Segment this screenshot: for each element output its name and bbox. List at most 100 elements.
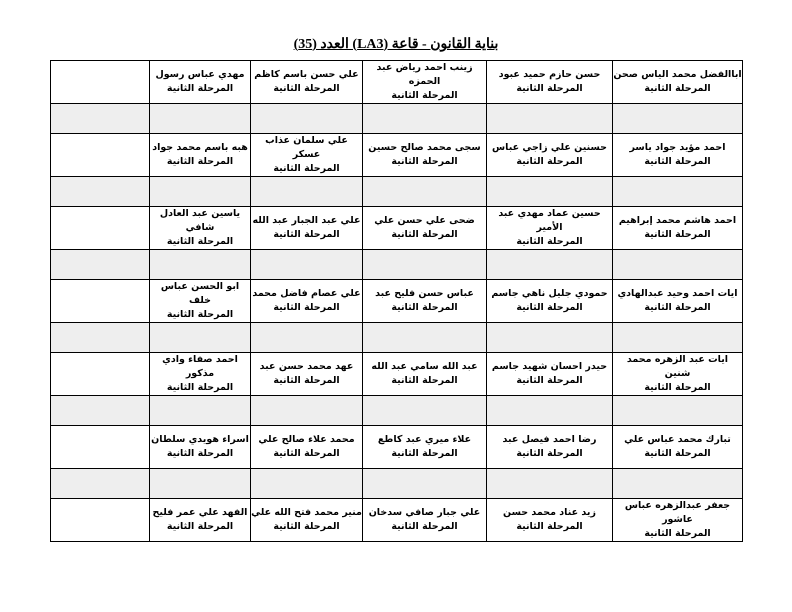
student-row: تبارك محمد عباس علي المرحلة الثانية رضا اح… <box>50 425 743 469</box>
spacer-cell <box>612 176 743 207</box>
student-stage: المرحلة الثانية <box>391 229 458 240</box>
student-stage: المرحلة الثانية <box>644 83 711 94</box>
student-cell: عهد محمد حسن عبد المرحلة الثانية <box>250 352 363 396</box>
student-name: ضحى علي حسن علي <box>374 215 475 226</box>
spacer-cell <box>149 322 251 353</box>
student-cell: ايات احمد وحيد عبدالهادي المرحلة الثانية <box>612 279 743 323</box>
student-stage: المرحلة الثانية <box>273 83 340 94</box>
student-cell: عبد الله سامي عبد الله المرحلة الثانية <box>362 352 487 396</box>
student-stage: المرحلة الثانية <box>273 448 340 459</box>
student-name: علي عصام فاضل محمد <box>252 288 361 299</box>
spacer-cell <box>149 249 251 280</box>
spacer-cell <box>50 249 150 280</box>
student-stage: المرحلة الثانية <box>516 156 583 167</box>
student-stage: المرحلة الثانية <box>166 83 234 94</box>
seating-table: اباالفضل محمد الياس صحن المرحلة الثانية حس… <box>50 60 743 542</box>
student-stage: المرحلة الثانية <box>644 156 711 167</box>
student-cell: ضحى علي حسن علي المرحلة الثانية <box>362 206 487 250</box>
student-cell: ابو الحسن عباس خلف المرحلة الثانية <box>149 279 251 323</box>
student-cell: منير محمد فتح الله علي المرحلة الثانية <box>250 498 363 542</box>
student-name: عباس حسن فليح عبد <box>375 288 474 299</box>
student-cell: ياسين عبد العادل شافي المرحلة الثانية <box>149 206 251 250</box>
student-stage: المرحلة الثانية <box>516 302 583 313</box>
student-cell: حمودي جليل ناهي جاسم المرحلة الثانية <box>486 279 613 323</box>
spacer-row <box>50 103 743 134</box>
spacer-cell <box>362 249 487 280</box>
student-cell: هبه باسم محمد جواد المرحلة الثانية <box>149 133 251 177</box>
student-name: ايات احمد وحيد عبدالهادي <box>617 288 738 299</box>
spacer-cell <box>250 468 363 499</box>
spacer-cell <box>486 395 613 426</box>
student-name: علي حسن باسم كاظم <box>254 69 359 80</box>
student-name: سجى محمد صالح حسين <box>368 142 481 153</box>
student-name: حسن حازم حميد عبود <box>498 69 601 80</box>
student-stage: المرحلة الثانية <box>516 236 583 247</box>
spacer-cell <box>612 103 743 134</box>
student-name: اباالفضل محمد الياس صحن <box>613 69 742 80</box>
spacer-cell <box>362 322 487 353</box>
student-cell: علاء ميري عبد كاطع المرحلة الثانية <box>362 425 487 469</box>
student-row: ايات عبد الزهره محمد شنين المرحلة الثانية… <box>50 352 743 396</box>
student-stage: المرحلة الثانية <box>644 448 711 459</box>
spacer-cell <box>250 249 363 280</box>
spacer-cell <box>50 103 150 134</box>
student-stage: المرحلة الثانية <box>644 528 711 539</box>
student-name: عهد محمد حسن عبد <box>259 361 354 372</box>
student-row: جعفر عبدالزهره عباس عاشور المرحلة الثانية… <box>50 498 743 542</box>
student-cell: ايات عبد الزهره محمد شنين المرحلة الثانية <box>612 352 743 396</box>
student-cell: رضا احمد فيصل عبد المرحلة الثانية <box>486 425 613 469</box>
student-cell: جعفر عبدالزهره عباس عاشور المرحلة الثانية <box>612 498 743 542</box>
spacer-cell <box>149 395 251 426</box>
student-name: حسين عماد مهدي عبد الأمير <box>498 208 601 233</box>
student-stage: المرحلة الثانية <box>273 229 340 240</box>
student-cell: زيد عناد محمد حسن المرحلة الثانية <box>486 498 613 542</box>
student-name: علي سلمان عذاب عسكر <box>265 135 348 160</box>
student-stage: المرحلة الثانية <box>166 521 234 532</box>
spacer-row <box>50 395 743 426</box>
student-name: ابو الحسن عباس خلف <box>160 281 240 306</box>
student-stage: المرحلة الثانية <box>644 229 711 240</box>
empty-cell <box>50 60 150 104</box>
student-stage: المرحلة الثانية <box>273 521 340 532</box>
student-name: تبارك محمد عباس علي <box>624 434 731 445</box>
student-stage: المرحلة الثانية <box>166 382 234 393</box>
spacer-cell <box>50 176 150 207</box>
spacer-cell <box>149 176 251 207</box>
student-cell: زينب احمد رياض عبد الحمزه المرحلة الثانية <box>362 60 487 104</box>
student-cell: سجى محمد صالح حسين المرحلة الثانية <box>362 133 487 177</box>
spacer-cell <box>50 322 150 353</box>
student-stage: المرحلة الثانية <box>644 302 711 313</box>
empty-cell <box>50 498 150 542</box>
student-cell: تبارك محمد عباس علي المرحلة الثانية <box>612 425 743 469</box>
student-cell: اباالفضل محمد الياس صحن المرحلة الثانية <box>612 60 743 104</box>
student-stage: المرحلة الثانية <box>391 302 458 313</box>
student-name: احمد صفاء وادي مذكور <box>162 354 238 379</box>
student-stage: المرحلة الثانية <box>166 309 234 320</box>
spacer-cell <box>486 249 613 280</box>
student-name: هبه باسم محمد جواد <box>152 142 248 153</box>
spacer-cell <box>250 103 363 134</box>
student-cell: احمد مؤيد جواد ياسر المرحلة الثانية <box>612 133 743 177</box>
student-name: مهدي عباس رسول <box>155 69 245 80</box>
page-title: بناية القانون - قاعة (LA3) العدد (35) <box>293 37 499 52</box>
spacer-row <box>50 176 743 207</box>
student-stage: المرحلة الثانية <box>273 302 340 313</box>
student-cell: اسراء هويدي سلطان المرحلة الثانية <box>149 425 251 469</box>
spacer-cell <box>486 322 613 353</box>
spacer-row <box>50 249 743 280</box>
spacer-cell <box>149 468 251 499</box>
spacer-cell <box>612 395 743 426</box>
student-cell: علي عبد الجبار عبد الله المرحلة الثانية <box>250 206 363 250</box>
student-cell: علي جبار صافي سدخان المرحلة الثانية <box>362 498 487 542</box>
spacer-cell <box>250 176 363 207</box>
student-cell: حيدر احسان شهيد جاسم المرحلة الثانية <box>486 352 613 396</box>
student-name: حمودي جليل ناهي جاسم <box>491 288 608 299</box>
student-stage: المرحلة الثانية <box>166 236 234 247</box>
student-name: حيدر احسان شهيد جاسم <box>491 361 608 372</box>
student-row: احمد مؤيد جواد ياسر المرحلة الثانية حسنين … <box>50 133 743 177</box>
student-name: حسنين علي زاجي عباس <box>492 142 607 153</box>
spacer-cell <box>50 395 150 426</box>
student-name: علاء ميري عبد كاطع <box>377 434 472 445</box>
student-cell: عباس حسن فليح عبد المرحلة الثانية <box>362 279 487 323</box>
student-name: زيد عناد محمد حسن <box>503 507 596 518</box>
